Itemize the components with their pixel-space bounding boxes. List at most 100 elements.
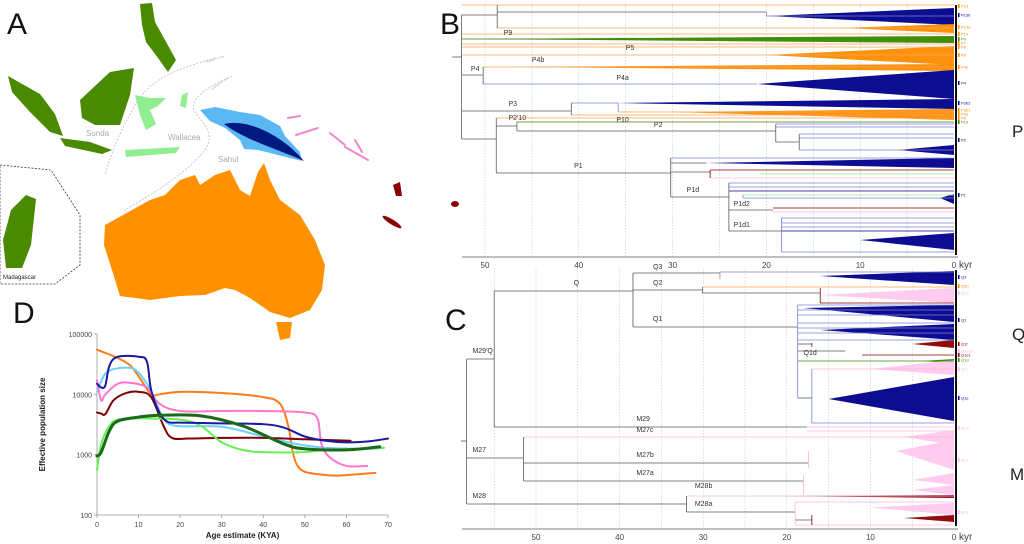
- collapsed-clade-triangle: [912, 485, 954, 495]
- clade-label: M28: [472, 493, 486, 500]
- haplogroup-tip-label: Q1e: [961, 396, 969, 401]
- haplogroup-tip-label: P3b1: [961, 108, 971, 113]
- population-series-line-7: [95, 413, 382, 458]
- lydekker-line: [124, 75, 233, 211]
- collapsed-clade-triangle: [706, 158, 954, 168]
- haplogroup-tip-label: P6: [961, 116, 967, 121]
- panel-label-c: C: [445, 304, 467, 337]
- y-tick-label: 100000: [69, 332, 92, 339]
- time-axis-tick-label: 40: [615, 533, 624, 542]
- near-oceania-islands: [287, 115, 369, 161]
- map-label-wallace-line: Wallace's Line: [205, 54, 225, 64]
- wallace-line: [104, 57, 216, 176]
- haplogroup-bar: [958, 275, 960, 279]
- haplogroup-bar: [958, 112, 960, 116]
- clade-label: Q3: [653, 264, 662, 271]
- clade-label: P1d1: [734, 222, 750, 229]
- clade-label: P2: [654, 122, 663, 129]
- haplogroup-tip-label: P8: [961, 45, 967, 50]
- haplogroup-tip-label: P10: [961, 120, 969, 125]
- haplogroup-bar: [958, 120, 960, 124]
- x-axis-title: Age estimate (KYA): [206, 531, 280, 540]
- haplogroup-tip-label: Q2a: [961, 291, 969, 296]
- haplogroup-tip-label: P1: [961, 193, 967, 198]
- time-axis-tick-label: 30: [699, 533, 708, 542]
- haplogroup-tip-label: M28: [961, 510, 970, 515]
- sunda-region: [8, 3, 176, 154]
- haplogroup-tip-label: P13b: [961, 13, 971, 18]
- x-tick-label: 0: [95, 522, 99, 529]
- haplogroup-tip-label: Q2b: [961, 284, 969, 289]
- phylogeny-panel-c: Q Q3 Q2 Q1 M29'Q Q1d M29 M27c M27 M27b M27a M28 M28b…: [460, 264, 1024, 543]
- collapsed-clade-triangle: [903, 430, 954, 445]
- haplogroup-tip-label: Q1e1b: [961, 349, 974, 354]
- haplogroup-bar: [958, 510, 960, 514]
- haplogroup-tip-label: P13: [961, 4, 969, 9]
- haplogroup-tip-label: P5: [961, 53, 967, 58]
- remote-oceania-islands: [382, 182, 459, 229]
- haplogroup-bar: [958, 37, 960, 41]
- time-axis-tick-label: 10: [866, 533, 875, 542]
- clade-label: P1d2: [734, 201, 750, 208]
- collapsed-clade-triangle: [766, 8, 954, 25]
- population-series-line-6: [96, 354, 389, 444]
- map-label-madagascar: Madagascar: [3, 275, 36, 281]
- haplogroup-tip-label: P3a: [961, 112, 969, 117]
- clade-label: P2'10: [508, 115, 526, 122]
- group-label-q: Q: [1012, 325, 1024, 344]
- map-label-sahul: Sahul: [218, 155, 239, 164]
- collapsed-clade-triangle: [860, 233, 954, 250]
- bsp-chart-panel-d: 100 1000 10000 100000 0 10 20 30 40 50 60 70 Age est…: [38, 332, 392, 540]
- haplogroup-bar: [958, 108, 960, 112]
- haplogroup-tip-label: P4: [961, 81, 967, 86]
- haplogroup-bar: [958, 353, 960, 357]
- time-axis-tick-label: 20: [782, 533, 791, 542]
- collapsed-clade-triangle: [820, 271, 954, 285]
- clade-label: Q1: [653, 316, 662, 323]
- haplogroup-tip-label: P14: [961, 32, 969, 37]
- map-label-lydekker-line: Lydekker's Line: [210, 76, 229, 91]
- x-tick-label: 10: [135, 522, 143, 529]
- clade-label: M27a: [636, 470, 654, 477]
- haplogroup-bar: [958, 342, 960, 346]
- clade-label: P1: [574, 163, 583, 170]
- collapsed-clade-triangle: [770, 495, 954, 498]
- haplogroup-bar: [958, 65, 960, 69]
- collapsed-clade-triangle: [828, 377, 954, 421]
- clade-label: P9: [504, 30, 513, 37]
- haplogroup-bar: [958, 367, 960, 371]
- time-axis-unit: kyr: [959, 532, 973, 543]
- population-series-line-5: [96, 417, 385, 472]
- y-tick-label: 1000: [76, 453, 92, 460]
- time-axis-tick-label: 0: [952, 261, 957, 270]
- haplogroup-bar: [958, 291, 960, 295]
- x-tick-label: 60: [343, 522, 351, 529]
- x-tick-label: 30: [218, 522, 226, 529]
- wallacea-region: [125, 92, 188, 157]
- haplogroup-bar: [958, 101, 960, 105]
- group-label-m: M: [1010, 465, 1024, 484]
- haplogroup-tip-label: Q1c: [961, 367, 968, 372]
- clade-label: P3: [508, 101, 517, 108]
- collapsed-clade-triangle: [820, 324, 954, 340]
- haplogroup-tip-label: P13a: [961, 25, 971, 30]
- haplogroup-tip-label: P9: [961, 37, 967, 42]
- tip-bar: [955, 270, 957, 526]
- haplogroup-tip-label: Q1: [961, 318, 967, 323]
- y-tick-label: 100: [80, 513, 92, 520]
- haplogroup-bar: [958, 284, 960, 288]
- haplogroup-bar: [958, 25, 960, 29]
- madagascar-inset-border: [0, 164, 81, 285]
- new-guinea: [200, 107, 304, 161]
- collapsed-clade-triangle: [461, 36, 954, 43]
- clade-label: P4a: [616, 75, 629, 82]
- x-tick-label: 20: [176, 522, 184, 529]
- clade-label: M29'Q: [472, 348, 493, 355]
- collapsed-clade-triangle: [766, 46, 954, 65]
- haplogroup-bar: [958, 318, 960, 322]
- haplogroup-bar: [958, 396, 960, 400]
- haplogroup-tip-label: P2: [961, 138, 967, 143]
- haplogroup-bar: [958, 358, 960, 362]
- haplogroup-tip-label: P4b: [961, 65, 969, 70]
- collapsed-clade-triangle: [912, 340, 954, 348]
